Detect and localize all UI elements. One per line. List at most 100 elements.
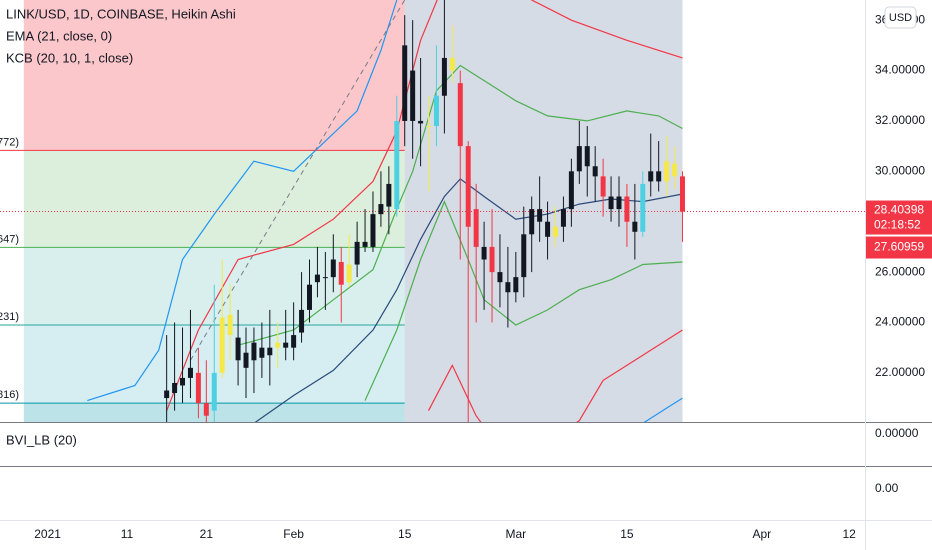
fib-label: 231) (0, 311, 19, 323)
candle-body (346, 264, 352, 283)
candle-body (291, 335, 297, 348)
candle-body (203, 403, 209, 416)
currency-button[interactable] (884, 6, 917, 29)
candle-body (672, 163, 678, 177)
candle-body (172, 382, 178, 394)
candle-body (529, 209, 535, 235)
y-tick-label: 22.00000 (875, 365, 925, 379)
last-price-label: 28.40398 (874, 203, 924, 217)
candle-body (283, 342, 289, 348)
indicator-line (87, 0, 398, 402)
candle-body (553, 226, 559, 237)
candle-body (410, 70, 416, 121)
candle-body (656, 171, 662, 182)
y-tick-label: 30.00000 (875, 163, 925, 177)
legend-indicator: EMA (21, close, 0) (6, 28, 112, 43)
second-price-tag (866, 236, 932, 259)
x-tick-label: 15 (398, 527, 412, 541)
candle-body (251, 342, 257, 361)
candle-body (227, 314, 233, 336)
candle-body (616, 196, 622, 210)
candle-body (187, 367, 193, 378)
candle-body (521, 234, 527, 278)
candle-body (679, 176, 685, 212)
x-tick-label: 12 (842, 527, 856, 541)
x-tick-label: 2021 (34, 527, 61, 541)
x-tick-label: Apr (752, 527, 771, 541)
pane-tick-label: 0.00000 (875, 426, 919, 440)
x-tick-label: 15 (620, 527, 634, 541)
last-price-tag (866, 200, 932, 235)
candle-body (402, 45, 408, 121)
currency-label[interactable]: USD (889, 12, 912, 24)
x-tick-label: Feb (283, 527, 304, 541)
candle-body (386, 183, 392, 207)
candle-body (600, 176, 606, 197)
candle-body (275, 342, 281, 348)
y-tick-label: 32.00000 (875, 113, 925, 127)
candle-body (560, 209, 566, 227)
candle-body (568, 171, 574, 210)
candle-body (219, 317, 225, 373)
candle-body (576, 146, 582, 172)
candle-body (449, 57, 455, 71)
candle-body (418, 120, 424, 124)
candle-body (330, 259, 336, 278)
candle-body (314, 274, 320, 283)
candle-body (513, 277, 519, 293)
candle-body (505, 282, 511, 293)
candle-body (457, 83, 463, 147)
candle-body (632, 221, 638, 232)
candle-body (259, 347, 265, 358)
candle-body (441, 57, 447, 96)
overlay: 22.0000024.0000026.0000028.0000030.00000… (34, 12, 932, 541)
candle-body (267, 347, 273, 356)
fib-label: 816) (0, 389, 19, 401)
candle-body (664, 161, 670, 182)
pane-tick-label: 0.00 (875, 481, 899, 495)
indicator-line (166, 0, 683, 411)
candle-body (394, 120, 400, 210)
x-tick-label: Mar (505, 527, 526, 541)
candle-body (195, 372, 201, 404)
candle-body (545, 221, 551, 237)
candle-body (164, 390, 170, 399)
candle-body (489, 246, 495, 273)
candle-body (433, 95, 439, 126)
indicator-line (427, 329, 683, 422)
trend-line (190, 0, 406, 361)
x-tick-label: 21 (200, 527, 214, 541)
fib-label: 772) (0, 136, 19, 148)
countdown-label: 02:18:52 (874, 218, 921, 232)
indicator-line (364, 200, 683, 401)
main-pane: 772) 647) 231) 816) (0, 0, 865, 422)
candle-body (608, 196, 614, 210)
candle-body (354, 241, 360, 265)
candle-body (481, 246, 487, 260)
x-tick-label: 11 (121, 527, 134, 541)
candle-body (243, 352, 249, 368)
fib-zone (23, 0, 405, 151)
legend-indicator: KCB (20, 10, 1, close) (6, 50, 133, 65)
candle-body (235, 337, 241, 361)
candle-body (473, 209, 479, 247)
fib-zone (23, 150, 405, 248)
indicator-line (643, 397, 683, 422)
y-tick-label: 34.00000 (875, 63, 925, 77)
legend-title: LINK/USD, 1D, COINBASE, Heikin Ashi (6, 6, 236, 21)
candle-body (592, 166, 598, 177)
candle-body (180, 377, 186, 386)
candle-body (497, 272, 503, 283)
candle-body (426, 125, 432, 127)
candle-body (370, 214, 376, 247)
candle-body (306, 284, 312, 310)
fib-label: 647) (0, 233, 19, 245)
indicator-line (237, 64, 683, 346)
candle-body (648, 171, 654, 182)
candle-body (362, 241, 368, 247)
candle-body (624, 196, 630, 222)
candle-body (378, 204, 384, 215)
second-price-label: 27.60959 (874, 240, 924, 254)
candle-body (584, 146, 590, 167)
